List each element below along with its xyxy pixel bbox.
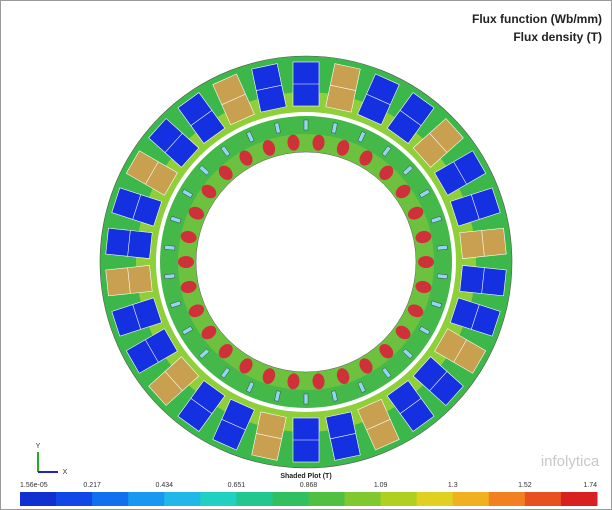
rotor-bar — [437, 245, 447, 250]
colorbar-swatch — [561, 492, 598, 506]
rotor-bar — [304, 120, 308, 130]
rotor-bar — [165, 245, 175, 250]
motor — [100, 56, 512, 468]
x-label: X — [63, 469, 68, 476]
rotor-bar — [165, 274, 175, 279]
title: Flux function (Wb/mm) — [472, 12, 602, 26]
colorbar-title: Shaded Plot (T) — [280, 473, 331, 480]
colorbar-swatch — [309, 492, 346, 506]
subtitle: Flux density (T) — [513, 30, 602, 44]
rotor-bar — [437, 274, 447, 279]
fea-view: Flux function (Wb/mm) Flux density (T) Y… — [0, 0, 612, 510]
rotor-hotspot — [418, 256, 434, 268]
colorbar-swatch — [345, 492, 382, 506]
rotor-bar — [304, 394, 308, 404]
colorbar-swatch — [236, 492, 273, 506]
colorbar-swatch — [272, 492, 309, 506]
colorbar-tick-label: 0.651 — [228, 482, 246, 489]
colorbar-tick-label: 1.56e-05 — [20, 482, 48, 489]
colorbar-swatch — [525, 492, 562, 506]
colorbar-swatch — [92, 492, 129, 506]
colorbar-tick-label: 0.868 — [300, 482, 318, 489]
colorbar-swatch — [164, 492, 201, 506]
colorbar-swatch — [128, 492, 165, 506]
colorbar-tick-label: 1.09 — [374, 482, 388, 489]
colorbar-tick-label: 0.217 — [83, 482, 101, 489]
colorbar-swatch — [417, 492, 454, 506]
bore — [196, 152, 416, 372]
colorbar-swatch — [489, 492, 526, 506]
y-label: Y — [36, 443, 41, 450]
colorbar-swatch — [20, 492, 57, 506]
colorbar-swatch — [56, 492, 93, 506]
watermark: infolytica — [541, 453, 600, 470]
colorbar-tick-label: 0.434 — [155, 482, 173, 489]
rotor-hotspot — [178, 256, 194, 268]
colorbar-tick-label: 1.52 — [518, 482, 532, 489]
colorbar-swatch — [200, 492, 237, 506]
colorbar-tick-label: 1.3 — [448, 482, 458, 489]
colorbar-swatch — [453, 492, 490, 506]
colorbar-swatch — [381, 492, 418, 506]
colorbar-tick-label: 1.74 — [583, 482, 597, 489]
